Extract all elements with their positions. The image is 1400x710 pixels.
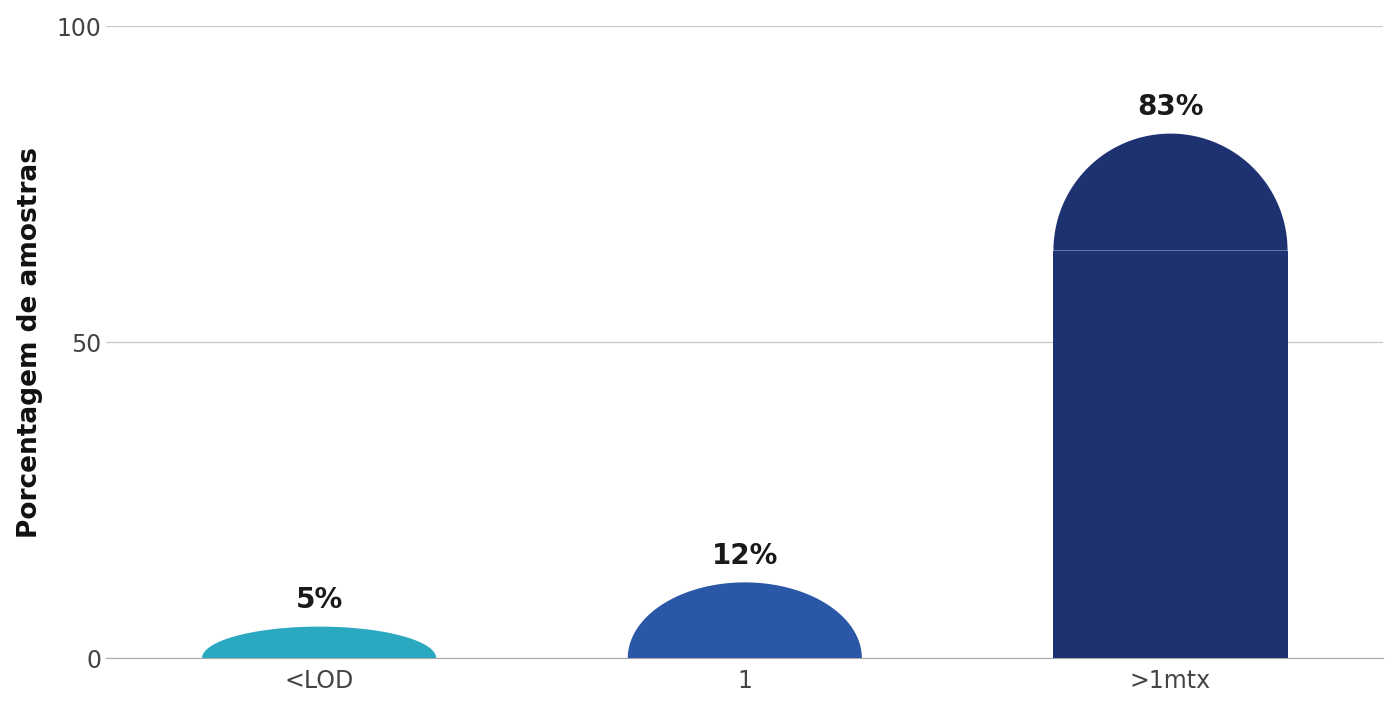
Polygon shape bbox=[627, 582, 862, 658]
Text: 5%: 5% bbox=[295, 586, 343, 614]
Polygon shape bbox=[1053, 133, 1288, 251]
Text: 12%: 12% bbox=[711, 542, 778, 569]
Bar bbox=[1053, 251, 1288, 658]
Y-axis label: Porcentagem de amostras: Porcentagem de amostras bbox=[17, 147, 42, 537]
Polygon shape bbox=[202, 627, 437, 658]
Text: 83%: 83% bbox=[1137, 93, 1204, 121]
